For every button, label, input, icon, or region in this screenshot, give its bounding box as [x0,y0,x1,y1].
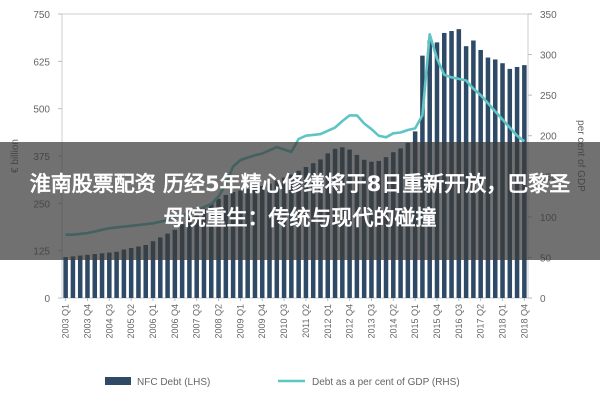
left-tick-label: 625 [33,57,50,68]
left-tick-label: 750 [33,10,50,21]
bar [165,233,170,298]
bar [107,252,112,298]
x-tick-label: 2009 Q1 [235,304,245,339]
x-tick-label: 2018 Q1 [498,304,508,339]
bar [121,249,127,298]
x-tick-label: 2005 Q2 [126,304,136,339]
x-tick-label: 2017 Q2 [476,304,486,339]
bar [99,253,105,298]
x-tick-label: 2007 Q3 [192,304,202,339]
bar [128,248,134,298]
bar [85,254,90,298]
x-tick-label: 2013 Q3 [366,304,376,339]
bar [70,256,76,298]
legend-bar-label: NFC Debt (LHS) [137,377,210,388]
x-tick-label: 2018 Q4 [519,304,529,339]
bar [150,241,156,298]
left-tick-label: 0 [44,294,50,305]
x-tick-label: 2004 Q3 [104,304,114,339]
x-tick-label: 2003 Q1 [61,304,71,339]
x-tick-label: 2012 Q4 [345,304,355,339]
bar [179,224,185,298]
x-tick-label: 2003 Q4 [82,304,92,339]
x-tick-label: 2006 Q4 [170,304,180,339]
x-tick-label: 2009 Q4 [257,304,267,339]
headline-text: 淮南股票配资 历经5年精心修缮将于8日重新开放，巴黎圣母院重生：传统与现代的碰撞 [29,172,571,230]
legend-bar-swatch [105,377,131,385]
right-tick-label: 200 [540,132,557,143]
x-tick-label: 2011 Q2 [301,304,311,338]
headline-overlay: 淮南股票配资 历经5年精心修缮将于8日重新开放，巴黎圣母院重生：传统与现代的碰撞 [0,142,600,260]
x-tick-label: 2016 Q3 [454,304,464,339]
bar [158,237,163,298]
x-tick-label: 2015 Q4 [432,304,442,339]
x-tick-label: 2008 Q2 [214,304,224,339]
legend-line-label: Debt as a per cent of GDP (RHS) [312,377,460,388]
right-tick-label: 350 [540,10,557,21]
bar [172,229,178,298]
bar [114,251,119,298]
left-tick-label: 500 [33,105,50,116]
bar [136,246,141,298]
right-tick-label: 250 [540,91,557,102]
bar [92,254,98,298]
x-tick-label: 2014 Q2 [388,304,398,339]
right-tick-label: 0 [540,294,546,305]
x-tick-label: 2015 Q1 [410,304,420,339]
x-tick-label: 2010 Q3 [279,304,289,339]
right-tick-label: 300 [540,51,557,62]
bar [63,257,68,298]
bar [77,255,83,298]
x-tick-label: 2006 Q1 [148,304,158,339]
bar [143,244,148,298]
x-tick-label: 2012 Q1 [323,304,333,339]
